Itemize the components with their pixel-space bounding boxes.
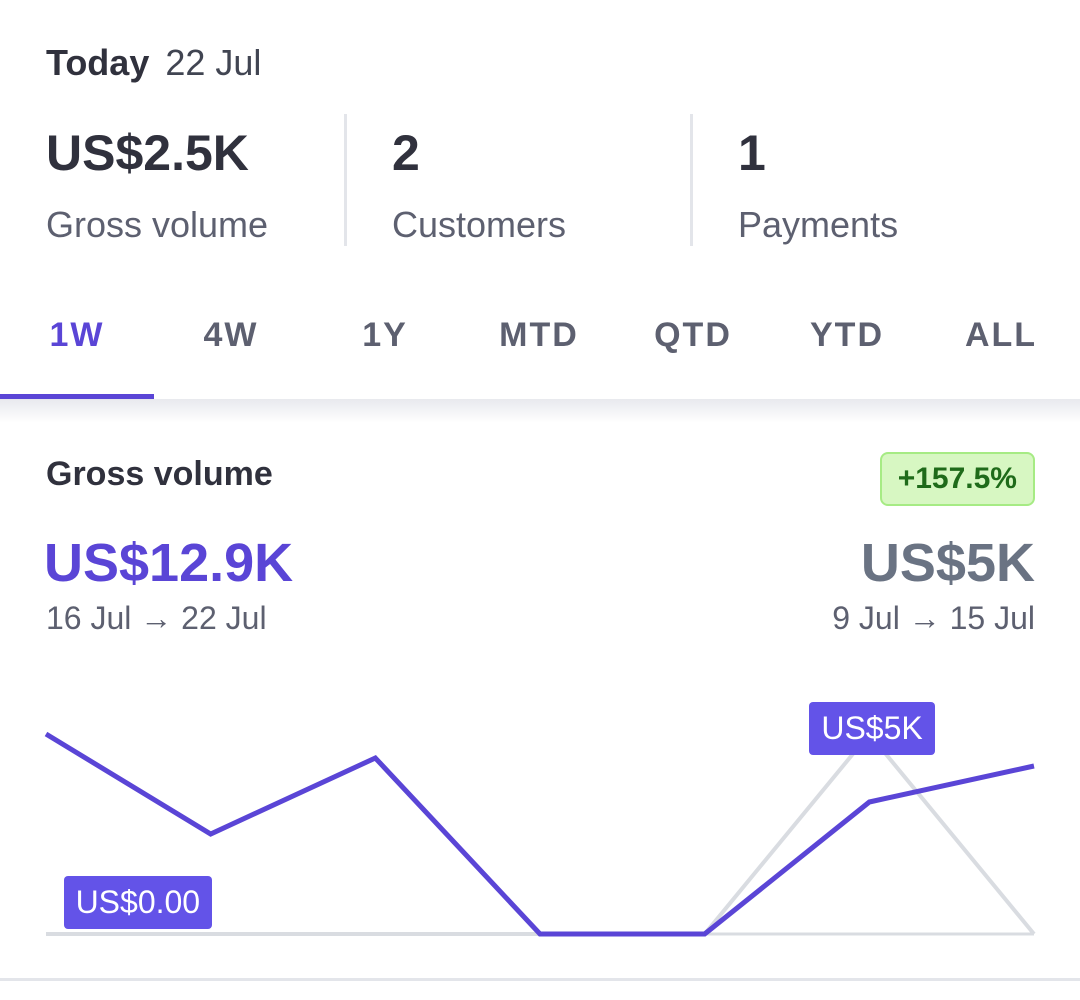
stat-gross-volume[interactable]: US$2.5K Gross volume <box>46 110 268 246</box>
stat-value: US$2.5K <box>46 125 249 181</box>
stat-value: 2 <box>392 125 420 181</box>
stat-label: Gross volume <box>46 204 269 245</box>
change-badge: +157.5% <box>879 452 1035 506</box>
card-title: Gross volume <box>46 455 273 493</box>
tab-mtd[interactable]: MTD <box>499 316 579 354</box>
summary-stats: US$2.5K Gross volume 2 Customers 1 Payme… <box>0 110 1080 250</box>
tab-1w[interactable]: 1W <box>49 316 105 354</box>
tooltip-peak: US$5K <box>809 702 935 755</box>
tooltip-zero: US$0.00 <box>63 876 213 929</box>
stat-payments[interactable]: 1 Payments <box>738 110 898 246</box>
current-period-value: US$12.9K <box>44 533 294 593</box>
tab-ytd[interactable]: YTD <box>810 316 884 354</box>
tabs-shadow <box>0 399 1080 423</box>
tab-qtd[interactable]: QTD <box>654 316 732 354</box>
stat-value: 1 <box>738 125 766 181</box>
active-tab-indicator <box>0 394 154 400</box>
tab-1y[interactable]: 1Y <box>362 316 408 354</box>
stat-label: Customers <box>392 204 567 245</box>
tab-4w[interactable]: 4W <box>203 316 259 354</box>
previous-period-value: US$5K <box>860 533 1035 593</box>
stat-label: Payments <box>738 204 899 245</box>
stat-customers[interactable]: 2 Customers <box>392 110 566 246</box>
today-header: Today 22 Jul <box>46 42 261 84</box>
current-period-range: 16 Jul → 22 Jul <box>46 600 267 636</box>
period-tabs: 1W 4W 1Y MTD QTD YTD ALL <box>0 290 1080 400</box>
series-line-current <box>44 731 1035 937</box>
stat-divider <box>690 114 693 246</box>
gross-volume-chart[interactable]: US$0.00 US$5K <box>0 650 1080 960</box>
today-label: Today <box>46 42 150 83</box>
card-bottom-divider <box>0 978 1080 981</box>
tab-all[interactable]: ALL <box>964 316 1038 354</box>
today-date: 22 Jul <box>165 42 262 83</box>
previous-period-range: 9 Jul → 15 Jul <box>832 600 1035 636</box>
stat-divider <box>344 114 347 246</box>
